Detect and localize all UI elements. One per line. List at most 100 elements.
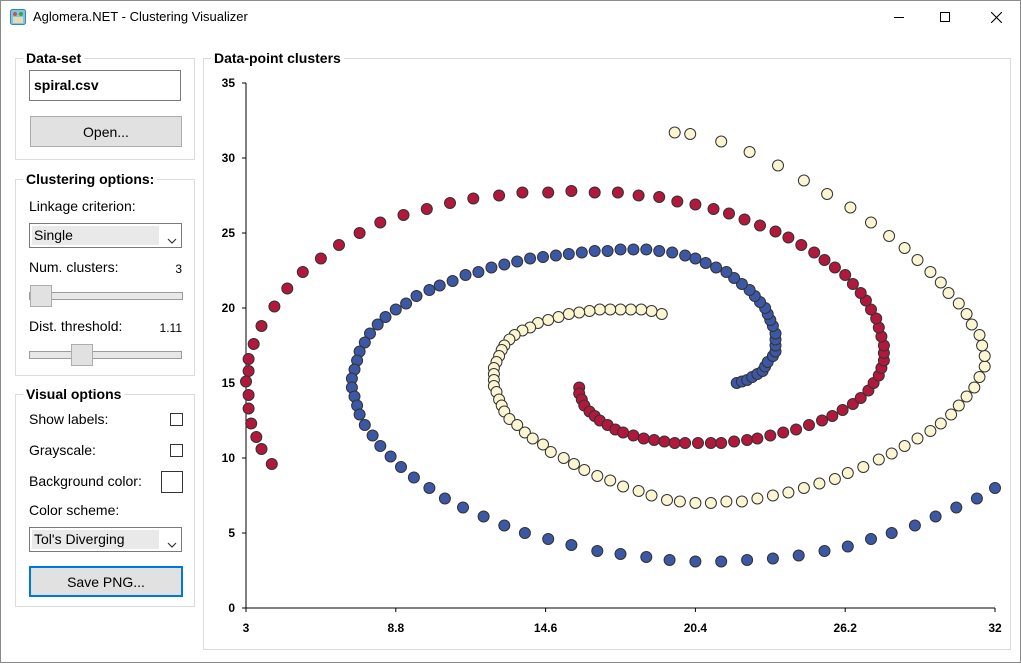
data-point-cluster-2: [792, 549, 805, 562]
data-point-cluster-1: [715, 135, 728, 148]
data-point-cluster-3: [242, 353, 255, 365]
data-point-cluster-3: [637, 432, 650, 445]
data-point-cluster-3: [741, 434, 754, 446]
data-point-cluster-3: [715, 437, 728, 449]
data-point-cluster-3: [617, 426, 630, 439]
data-point-cluster-3: [782, 231, 795, 244]
background-color-swatch[interactable]: [161, 471, 183, 493]
data-point-cluster-2: [640, 243, 653, 256]
data-point-cluster-2: [498, 519, 511, 532]
data-point-cluster-1: [583, 305, 596, 317]
data-point-cluster-1: [965, 318, 978, 331]
linkage-select[interactable]: Single: [29, 223, 182, 248]
data-point-cluster-3: [242, 389, 255, 401]
data-point-cluster-3: [692, 437, 704, 449]
color-scheme-selected-value: Tol's Diverging: [32, 530, 159, 549]
grayscale-label: Grayscale:: [29, 442, 96, 458]
data-point-cluster-3: [738, 213, 751, 226]
data-point-cluster-3: [467, 192, 480, 205]
y-tick-label: 15: [222, 376, 236, 390]
data-point-cluster-2: [353, 408, 366, 421]
data-point-cluster-3: [265, 458, 278, 470]
title-bar[interactable]: Aglomera.NET - Clustering Visualizer: [1, 1, 1020, 33]
dist-threshold-slider-thumb[interactable]: [70, 344, 93, 366]
maximize-button[interactable]: [922, 1, 968, 33]
open-button[interactable]: Open...: [30, 116, 182, 147]
data-point-cluster-2: [518, 527, 531, 539]
data-point-cluster-2: [549, 249, 562, 262]
chevron-down-icon: [167, 536, 177, 552]
minimize-button[interactable]: [876, 1, 922, 33]
data-point-cluster-1: [952, 297, 965, 310]
num-clusters-slider-thumb[interactable]: [30, 285, 52, 307]
data-point-cluster-2: [395, 461, 407, 473]
data-point-cluster-3: [242, 365, 255, 377]
dist-threshold-slider-track[interactable]: [29, 351, 182, 359]
data-point-cluster-2: [663, 554, 676, 566]
data-point-cluster-1: [885, 447, 898, 460]
maximize-icon: [940, 12, 950, 22]
data-point-cluster-1: [743, 146, 756, 158]
data-point-cluster-2: [511, 255, 524, 268]
data-point-cluster-1: [844, 201, 857, 214]
data-point-cluster-3: [588, 186, 601, 199]
save-png-button[interactable]: Save PNG...: [29, 566, 183, 597]
data-point-cluster-1: [751, 492, 764, 505]
data-point-cluster-1: [614, 303, 627, 316]
data-point-cluster-3: [769, 225, 782, 238]
data-point-cluster-2: [565, 539, 578, 551]
data-point-cluster-1: [976, 339, 989, 352]
data-point-cluster-1: [720, 495, 733, 508]
data-point-cluster-2: [689, 555, 702, 568]
data-point-cluster-3: [826, 410, 839, 422]
color-scheme-select[interactable]: Tol's Diverging: [29, 527, 182, 552]
data-point-cluster-1: [797, 174, 810, 187]
data-point-cluster-1: [655, 308, 668, 320]
show-labels-checkbox[interactable]: [170, 413, 183, 426]
y-tick-label: 20: [222, 301, 236, 315]
clustering-group: Clustering options:: [15, 171, 195, 376]
data-points: [240, 126, 1001, 568]
data-point-cluster-3: [679, 437, 692, 449]
data-point-cluster-3: [803, 419, 815, 431]
data-point-cluster-3: [255, 443, 268, 455]
data-point-cluster-3: [828, 261, 841, 274]
data-point-cluster-1: [645, 305, 658, 317]
y-tick-label: 25: [222, 226, 236, 240]
data-point-cluster-1: [813, 477, 826, 490]
data-point-cluster-2: [699, 257, 712, 269]
data-point-cluster-1: [735, 495, 748, 508]
data-point-cluster-3: [728, 435, 741, 448]
data-point-cluster-1: [945, 408, 958, 421]
data-point-cluster-2: [575, 246, 588, 259]
data-point-cluster-1: [661, 494, 673, 506]
data-point-cluster-3: [247, 338, 260, 350]
data-point-cluster-3: [658, 435, 671, 448]
data-point-cluster-1: [537, 438, 549, 451]
data-point-cluster-3: [516, 186, 529, 199]
num-clusters-slider-track[interactable]: [29, 292, 183, 300]
x-tick-label: 3: [243, 621, 250, 635]
data-point-cluster-3: [846, 278, 859, 290]
dist-threshold-value: 1.11: [159, 321, 182, 335]
data-point-cluster-2: [446, 275, 459, 287]
data-point-cluster-2: [537, 251, 549, 263]
data-point-cluster-3: [653, 191, 666, 203]
data-point-cluster-1: [511, 419, 524, 431]
dataset-file-field[interactable]: spiral.csv: [29, 70, 181, 101]
y-tick-label: 5: [228, 526, 235, 540]
data-point-cluster-2: [735, 278, 748, 290]
data-point-cluster-1: [968, 381, 981, 394]
data-point-cluster-2: [710, 261, 723, 274]
data-point-cluster-1: [542, 314, 555, 326]
data-point-cluster-1: [924, 266, 937, 278]
close-button[interactable]: [973, 1, 1019, 33]
data-point-cluster-3: [627, 429, 640, 442]
data-point-cluster-2: [477, 510, 490, 523]
grayscale-checkbox[interactable]: [170, 444, 183, 457]
data-point-cluster-1: [503, 413, 516, 425]
data-point-cluster-1: [960, 390, 973, 403]
data-point-cluster-2: [358, 419, 371, 431]
data-point-cluster-3: [420, 203, 433, 215]
data-point-cluster-3: [648, 434, 661, 446]
